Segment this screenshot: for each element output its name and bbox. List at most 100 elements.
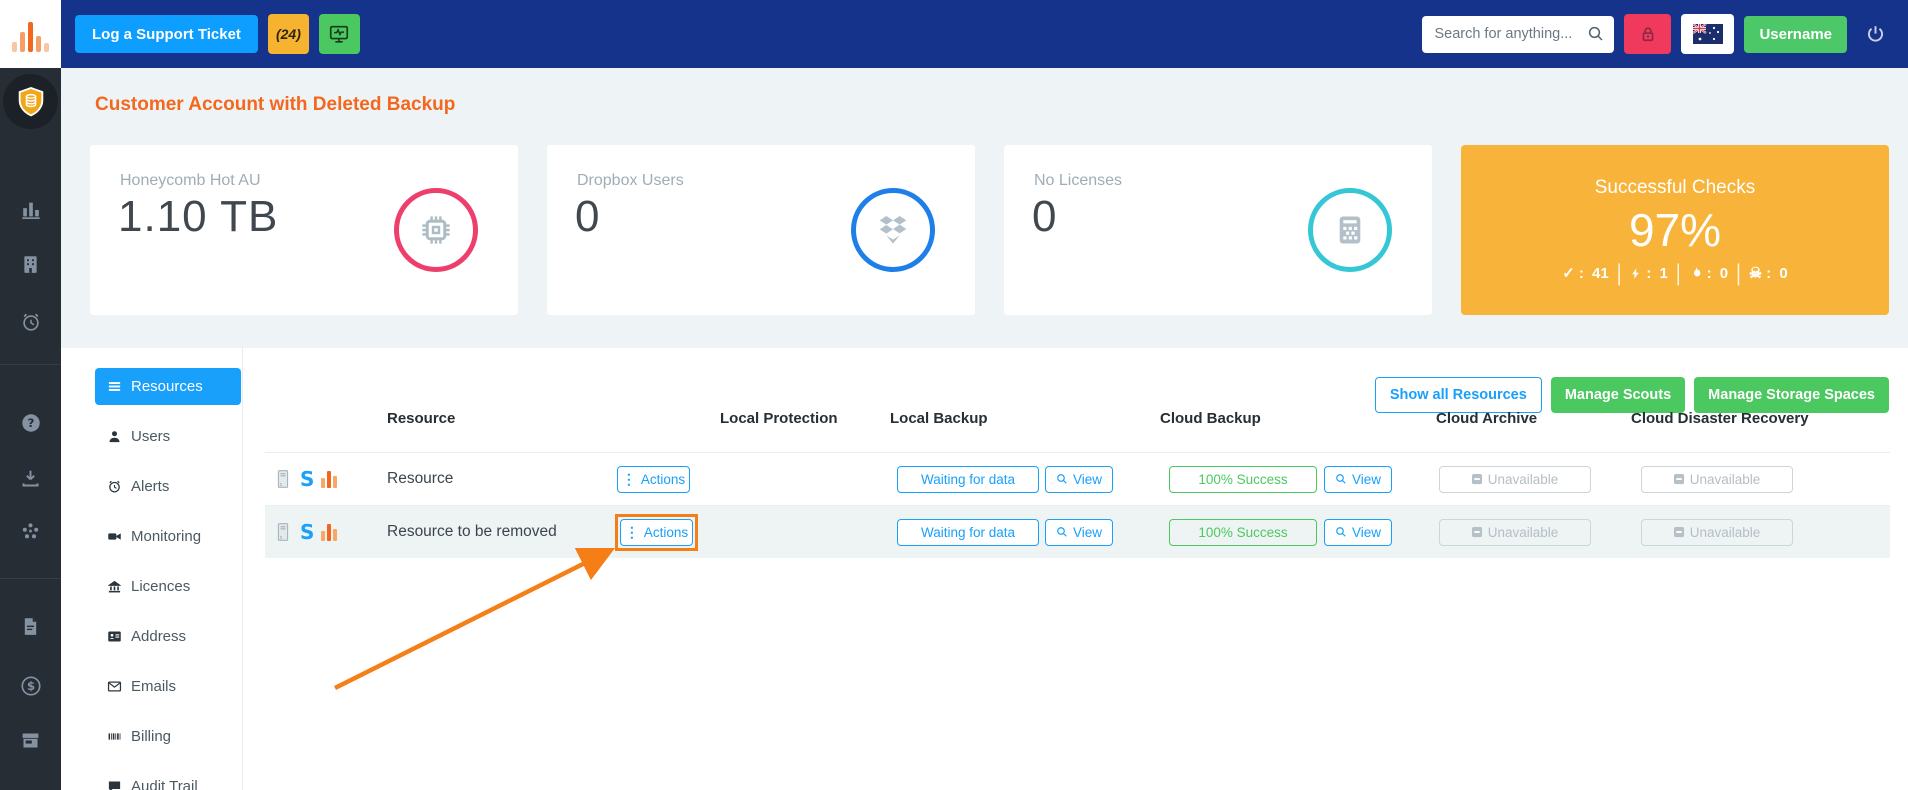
tab-label: Billing [131, 728, 171, 745]
search-input[interactable] [1422, 16, 1614, 53]
sidebar-item-alarms[interactable] [0, 311, 61, 333]
sidebar-item-documents[interactable] [0, 616, 61, 637]
disabled-square-icon [1674, 527, 1685, 538]
tab-audit-trail[interactable]: Audit Trail [95, 768, 241, 790]
disabled-square-icon [1472, 474, 1483, 485]
manage-scouts-button[interactable]: Manage Scouts [1551, 377, 1685, 413]
card-label: No Licenses [1034, 172, 1122, 190]
local-backup-cell: Waiting for data View [890, 466, 1160, 493]
magnifier-icon [1056, 526, 1068, 538]
table-row: S Resource ⋮Actions Waiting for data Vie… [265, 452, 1890, 505]
local-backup-cell: Waiting for data View [890, 519, 1160, 546]
tab-billing[interactable]: Billing [95, 718, 241, 755]
logout-button[interactable] [1865, 24, 1886, 45]
support-hours-button[interactable]: (24) [268, 14, 309, 54]
cloud-backup-cell: 100% Success View [1160, 466, 1430, 493]
column-header: Resource [342, 410, 717, 427]
stat-separator: | [1676, 259, 1681, 286]
bank-icon [107, 579, 122, 594]
log-support-ticket-button[interactable]: Log a Support Ticket [75, 15, 258, 53]
checks-stats: ✓: 41 | : 1 | : 0 | ☠: 0 [1562, 263, 1788, 284]
monitor-pulse-icon [328, 23, 350, 45]
actions-button[interactable]: ⋮Actions [617, 466, 690, 493]
storage-card: Honeycomb Hot AU 1.10 TB [90, 145, 518, 315]
local-backup-status-badge: Waiting for data [897, 519, 1039, 546]
video-icon [107, 529, 122, 544]
flame-icon [1689, 266, 1703, 281]
cloud-backup-cell: 100% Success View [1160, 519, 1430, 546]
kebab-icon: ⋮ [622, 471, 636, 488]
actions-button-highlighted[interactable]: ⋮Actions [620, 519, 693, 546]
column-header: Cloud Archive [1430, 410, 1625, 427]
card-ring [394, 188, 478, 272]
local-backup-view-button[interactable]: View [1045, 519, 1113, 546]
stat-separator: | [1736, 259, 1741, 286]
shield-database-icon [15, 86, 47, 118]
logo-bar [20, 32, 25, 52]
building-icon [20, 254, 41, 275]
calculator-icon [1331, 211, 1369, 249]
summary-cards: Honeycomb Hot AU 1.10 TB Dropbox Users 0… [90, 145, 1889, 315]
show-all-resources-button[interactable]: Show all Resources [1375, 377, 1542, 413]
manage-storage-spaces-button[interactable]: Manage Storage Spaces [1694, 377, 1889, 413]
column-header: Cloud Backup [1160, 410, 1430, 427]
tab-monitoring[interactable]: Monitoring [95, 518, 241, 555]
tab-label: Alerts [131, 478, 169, 495]
sidebar-divider [0, 578, 61, 579]
card-value: 0 [1032, 192, 1057, 242]
lock-button[interactable] [1624, 14, 1671, 54]
column-header: Cloud Disaster Recovery [1625, 410, 1890, 427]
sidebar-item-reports[interactable] [0, 199, 61, 221]
sidebar-item-help[interactable]: ? [0, 412, 61, 434]
magnifier-icon [1335, 526, 1347, 538]
tab-emails[interactable]: Emails [95, 668, 241, 705]
tab-alerts[interactable]: Alerts [95, 468, 241, 505]
server-icon [273, 468, 293, 490]
dollar-icon: $ [20, 675, 42, 697]
download-icon [20, 468, 41, 489]
sidebar-item-finance[interactable]: $ [0, 675, 61, 697]
tab-licences[interactable]: Licences [95, 568, 241, 605]
tab-label: Licences [131, 578, 190, 595]
resources-toolbar: Show all Resources Manage Scouts Manage … [1375, 377, 1889, 413]
top-navbar: Log a Support Ticket (24) Username [61, 0, 1908, 68]
cloud-disaster-recovery-cell: Unavailable [1625, 466, 1890, 493]
sidebar-item-integrations[interactable] [0, 521, 61, 542]
analytics-bars-icon [321, 471, 337, 488]
tab-users[interactable]: Users [95, 418, 241, 455]
sidebar-item-organisation[interactable] [0, 254, 61, 275]
card-value: 0 [575, 192, 600, 242]
local-backup-view-button[interactable]: View [1045, 466, 1113, 493]
cloud-backup-view-button[interactable]: View [1324, 519, 1392, 546]
system-status-button[interactable] [319, 14, 360, 54]
cpu-chip-icon [415, 209, 457, 251]
power-icon [1865, 24, 1886, 45]
storefront-icon [20, 730, 41, 751]
sidebar-item-store[interactable] [0, 730, 61, 751]
highlight-box: ⋮Actions [615, 514, 698, 551]
sidebar-item-backup[interactable] [3, 74, 58, 129]
unavailable-badge: Unavailable [1641, 519, 1793, 546]
sidebar-item-downloads[interactable] [0, 468, 61, 489]
app-logo[interactable] [0, 0, 61, 68]
logo-bar [36, 36, 41, 52]
search-icon [1587, 25, 1605, 43]
username-button[interactable]: Username [1744, 16, 1847, 53]
table-row: S Resource to be removed ⋮Actions Waitin… [265, 505, 1890, 558]
tab-label: Resources [131, 378, 203, 395]
svg-text:?: ? [27, 416, 34, 430]
checks-percent: 97% [1629, 203, 1721, 257]
tab-resources[interactable]: Resources [95, 368, 241, 405]
kebab-icon: ⋮ [625, 524, 639, 541]
local-backup-status-badge: Waiting for data [897, 466, 1039, 493]
tab-label: Address [131, 628, 186, 645]
table-header: Resource Local Protection Local Backup C… [265, 410, 1890, 452]
tab-address[interactable]: Address [95, 618, 241, 655]
logo-bar [12, 42, 17, 52]
cloud-backup-view-button[interactable]: View [1324, 466, 1392, 493]
skull-icon: ☠ [1749, 264, 1762, 282]
language-flag-button[interactable] [1681, 14, 1734, 54]
stat-value: 41 [1592, 265, 1609, 282]
dropbox-icon [873, 210, 913, 250]
unavailable-badge: Unavailable [1641, 466, 1793, 493]
